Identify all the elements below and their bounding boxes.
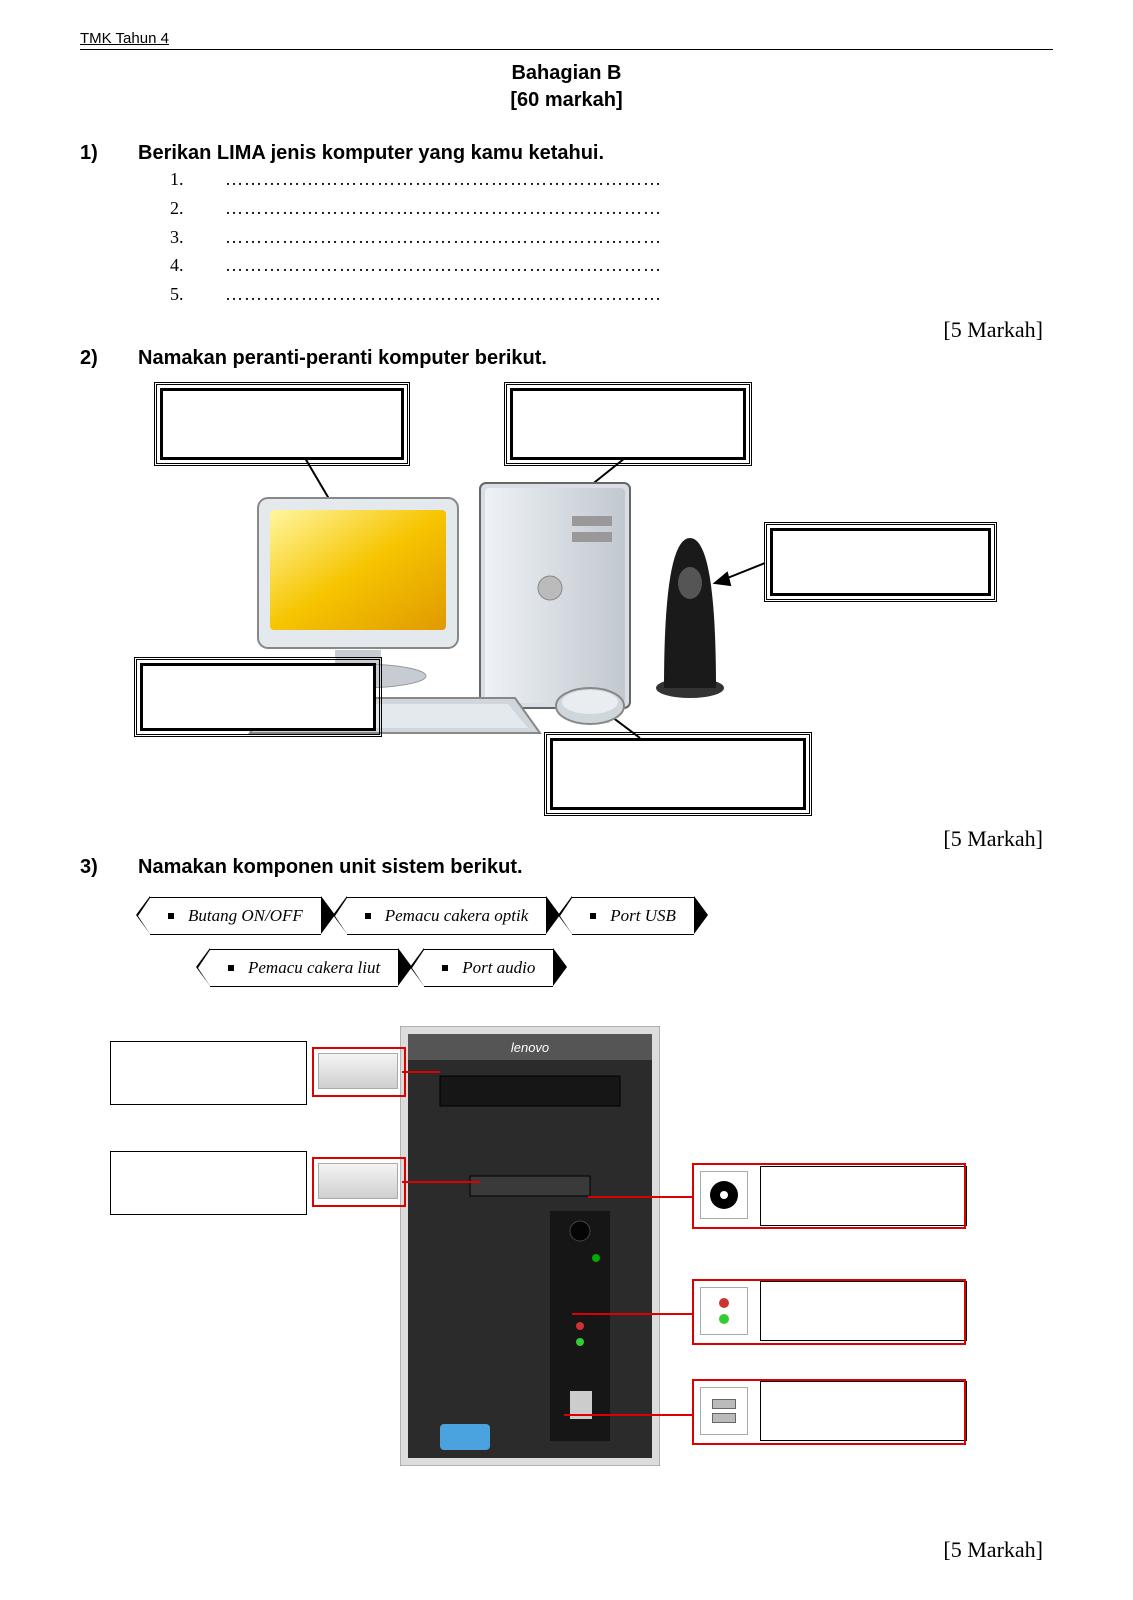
q1-item-5: 5.	[170, 280, 190, 309]
system-unit-illustration: lenovo	[400, 1026, 660, 1466]
callout-line	[402, 1181, 480, 1183]
q1-item-4: 4.	[170, 251, 190, 280]
callout-box	[312, 1157, 406, 1207]
q1-item-2: 2.	[170, 194, 190, 223]
q3-answer-box-left-1[interactable]	[110, 1151, 307, 1215]
q2-answer-box-right[interactable]	[770, 528, 991, 596]
q3-answer-box-left-0[interactable]	[110, 1041, 307, 1105]
question-2: 2) Namakan peranti-peranti komputer beri…	[80, 347, 1053, 370]
q2-marks: [5 Markah]	[80, 826, 1053, 852]
word-bank-item: Butang ON/OFF	[150, 897, 321, 935]
callout-line	[564, 1414, 692, 1416]
section-title-line1: Bahagian B	[80, 60, 1053, 87]
q2-answer-box-top_right[interactable]	[510, 388, 746, 460]
q2-text: Namakan peranti-peranti komputer berikut…	[138, 347, 547, 370]
callout-box	[692, 1379, 966, 1445]
q2-answer-box-top_left[interactable]	[160, 388, 404, 460]
q3-text: Namakan komponen unit sistem berikut.	[138, 856, 523, 879]
word-bank-item: Pemacu cakera liut	[210, 949, 398, 987]
q1-blank-4[interactable]: ……………………………………………………………	[225, 251, 662, 280]
callout-box	[692, 1163, 966, 1229]
q1-number: 1)	[80, 142, 110, 165]
callout-box	[692, 1279, 966, 1345]
q1-marks: [5 Markah]	[80, 317, 1053, 343]
section-title-line2: [60 markah]	[80, 87, 1053, 114]
q1-blank-5[interactable]: ……………………………………………………………	[225, 280, 662, 309]
callout-line	[588, 1196, 692, 1198]
callout-line	[402, 1071, 440, 1073]
q2-answer-box-bottom[interactable]	[550, 738, 806, 810]
word-bank-item: Port audio	[424, 949, 553, 987]
q2-number: 2)	[80, 347, 110, 370]
q1-item-1: 1.	[170, 165, 190, 194]
callout-box	[312, 1047, 406, 1097]
q3-number: 3)	[80, 856, 110, 879]
q1-answer-list: 1. …………………………………………………………… 2. …………………………………	[170, 165, 1053, 309]
q3-word-bank: Butang ON/OFF Pemacu cakera optik Port USB…	[150, 897, 1053, 987]
q3-diagram: lenovo	[80, 1001, 1053, 1541]
q1-blank-2[interactable]: ……………………………………………………………	[225, 194, 662, 223]
callout-line	[572, 1313, 692, 1315]
svg-text:lenovo: lenovo	[511, 1040, 549, 1055]
question-1: 1) Berikan LIMA jenis komputer yang kamu…	[80, 142, 1053, 165]
page-header: TMK Tahun 4	[80, 30, 1053, 50]
section-title: Bahagian B [60 markah]	[80, 60, 1053, 114]
q2-diagram	[110, 388, 1053, 818]
q2-answer-box-left[interactable]	[140, 663, 376, 731]
q1-item-3: 3.	[170, 223, 190, 252]
word-bank-item: Port USB	[572, 897, 694, 935]
question-3: 3) Namakan komponen unit sistem berikut.	[80, 856, 1053, 879]
q1-blank-3[interactable]: ……………………………………………………………	[225, 223, 662, 252]
q1-blank-1[interactable]: ……………………………………………………………	[225, 165, 662, 194]
word-bank-item: Pemacu cakera optik	[347, 897, 547, 935]
q1-text: Berikan LIMA jenis komputer yang kamu ke…	[138, 142, 604, 165]
